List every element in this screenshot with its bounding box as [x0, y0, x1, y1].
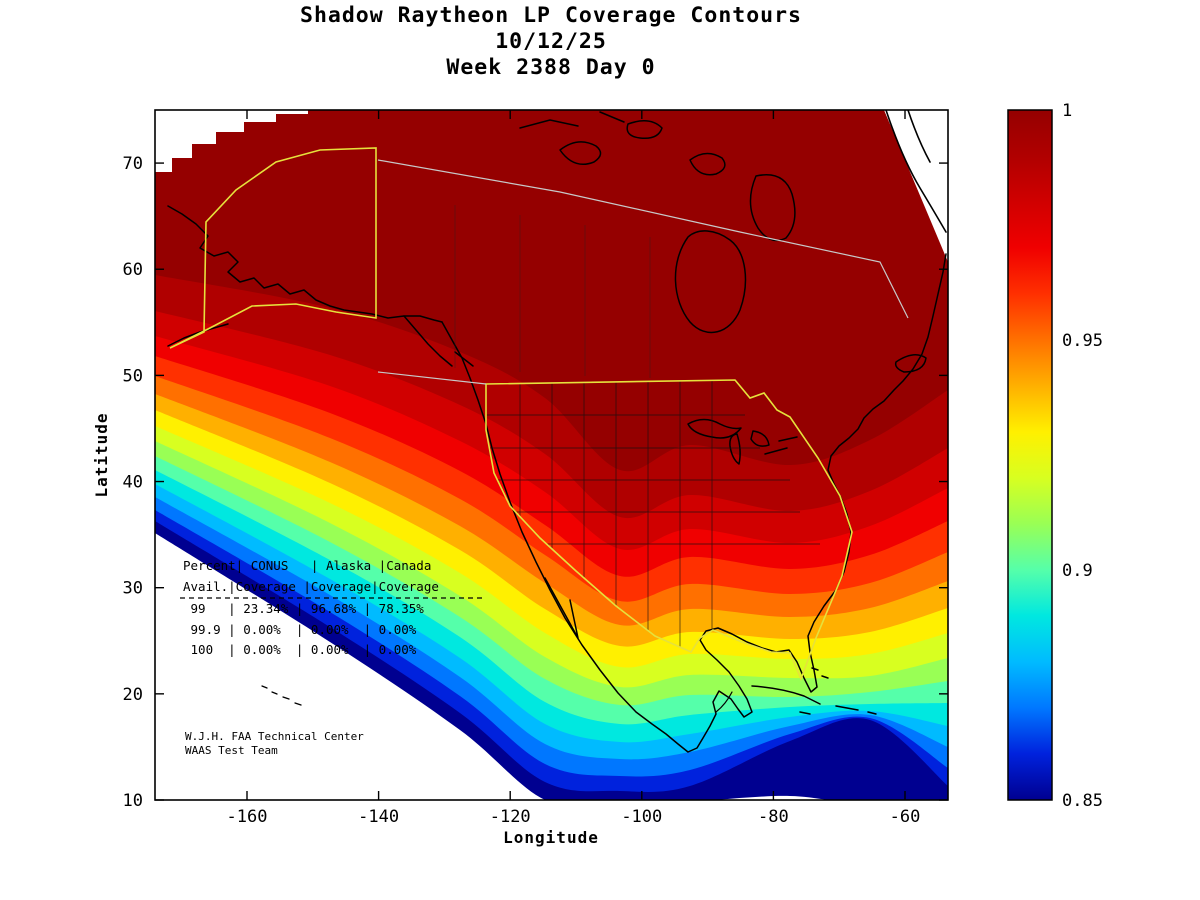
- alaska-coastline: [167, 205, 443, 323]
- state-boundaries: [486, 380, 820, 650]
- chart-title: Shadow Raytheon LP Coverage Contours: [300, 3, 802, 28]
- x-tick-label: -60: [890, 807, 921, 827]
- arctic-island-3: [689, 152, 726, 176]
- colorbar-tick-label: 0.9: [1062, 561, 1093, 581]
- top-left-staircase-mask: [155, 110, 308, 172]
- stats-table-header: Percent| CONUS | Alaska |Canada: [183, 558, 431, 573]
- baja-peninsula: [544, 577, 579, 639]
- y-tick-label: 60: [123, 260, 143, 280]
- colorbar-tick-label: 1: [1062, 101, 1072, 121]
- x-tick-label: -160: [227, 807, 268, 827]
- x-tick-label: -140: [358, 807, 399, 827]
- colorbar-tick-label: 0.85: [1062, 791, 1103, 811]
- hudson-bay: [674, 230, 747, 334]
- cuba: [751, 685, 821, 705]
- y-tick-label: 50: [123, 366, 143, 386]
- baffin-island: [749, 174, 796, 242]
- contour-bands: [155, 110, 948, 800]
- lake-superior: [687, 418, 742, 439]
- aleutian-islands: [167, 323, 229, 347]
- axis-ticks: 10 20 30 40 50 60 70 -160 -140 -120 -100 -80 -60: [123, 110, 948, 827]
- arctic-coast-squiggle: [519, 111, 625, 129]
- alaska-panhandle-coast: [403, 315, 453, 367]
- colorbar-tick-label: 0.95: [1062, 331, 1103, 351]
- colorbar-labels: 1 0.95 0.9 0.85: [1062, 101, 1103, 811]
- map-outlines: [167, 110, 947, 753]
- colorbar-gradient: [1007, 109, 1053, 801]
- jamaica: [799, 711, 811, 715]
- puerto-rico: [867, 711, 877, 715]
- coverage-stats-table: Percent| CONUS | Alaska |Canada Avail.|Co…: [183, 558, 439, 657]
- x-tick-label: -100: [621, 807, 662, 827]
- y-tick-label: 40: [123, 473, 143, 493]
- y-tick-label: 10: [123, 791, 143, 811]
- y-tick-label: 20: [123, 685, 143, 705]
- y-axis-label: Latitude: [92, 412, 111, 497]
- chart-week-day: Week 2388 Day 0: [446, 55, 655, 80]
- lake-michigan: [729, 433, 741, 465]
- bahamas: [811, 667, 829, 679]
- title-block: Shadow Raytheon LP Coverage Contours 10/…: [300, 3, 802, 80]
- province-boundaries: [454, 205, 651, 378]
- arctic-island-2: [626, 120, 663, 140]
- credit-block: W.J.H. FAA Technical Center WAAS Test Te…: [185, 730, 364, 757]
- region-borders: [169, 147, 909, 682]
- credit-line1: W.J.H. FAA Technical Center: [185, 730, 364, 743]
- lake-huron-erie-ontario: [750, 430, 798, 455]
- greenland-coast: [885, 110, 947, 233]
- conus-border: [485, 379, 853, 682]
- x-tick-label: -120: [490, 807, 531, 827]
- x-tick-label: -80: [758, 807, 789, 827]
- y-tick-label: 30: [123, 579, 143, 599]
- x-axis-label: Longitude: [503, 828, 599, 847]
- stats-table-row: 99.9 | 0.00% | 0.00% | 0.00%: [183, 622, 417, 637]
- hawaii-islands: [261, 685, 302, 706]
- yucatan-gulf-detail: [715, 691, 733, 713]
- alaska-border: [169, 147, 377, 349]
- credit-line2: WAAS Test Team: [185, 744, 278, 757]
- stats-table-row: 99 | 23.34% | 96.68% | 78.35%: [183, 601, 424, 616]
- vancouver-island: [454, 351, 474, 367]
- colorbar: 1 0.95 0.9 0.85: [1007, 101, 1103, 811]
- y-tick-label: 70: [123, 154, 143, 174]
- arctic-island-1: [559, 141, 602, 165]
- stats-table-header: Avail.|Coverage |Coverage|Coverage: [183, 579, 439, 594]
- canada-border-line: [377, 159, 909, 385]
- chart-date: 10/12/25: [495, 29, 607, 54]
- plot-border: [154, 109, 949, 801]
- stats-table-row: 100 | 0.00% | 0.00% | 0.00%: [183, 642, 417, 657]
- hispaniola: [835, 705, 859, 711]
- newfoundland: [894, 354, 927, 373]
